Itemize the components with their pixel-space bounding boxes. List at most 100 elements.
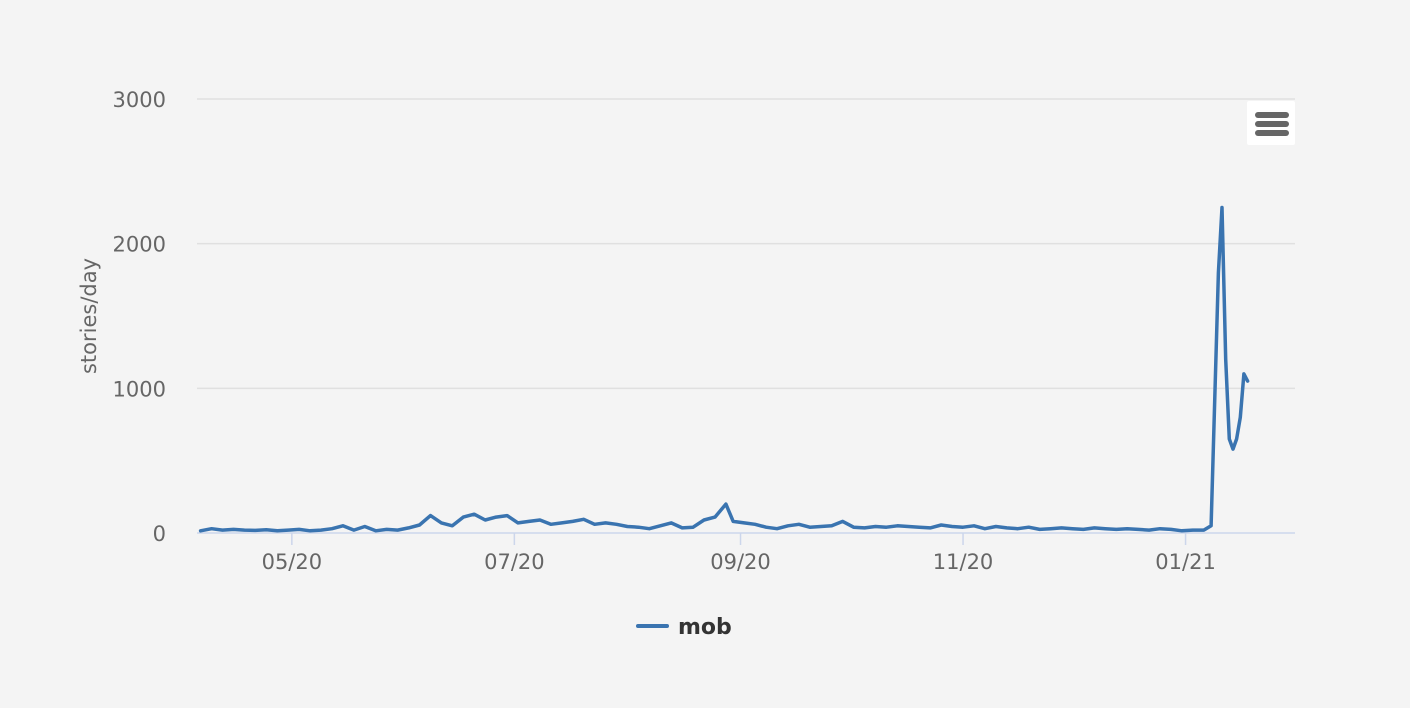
- data-point[interactable]: [973, 524, 975, 527]
- data-point[interactable]: [725, 503, 727, 505]
- data-point[interactable]: [703, 519, 705, 521]
- data-point[interactable]: [1060, 527, 1063, 529]
- data-point[interactable]: [874, 525, 877, 528]
- data-point[interactable]: [863, 527, 866, 529]
- data-point[interactable]: [429, 514, 432, 517]
- data-point[interactable]: [374, 529, 377, 532]
- data-point[interactable]: [732, 520, 735, 523]
- data-point[interactable]: [418, 524, 421, 526]
- data-point[interactable]: [754, 523, 756, 526]
- data-point[interactable]: [1027, 526, 1030, 529]
- data-point[interactable]: [1049, 527, 1052, 530]
- data-point[interactable]: [907, 525, 910, 528]
- data-point[interactable]: [571, 520, 574, 523]
- data-point[interactable]: [626, 525, 629, 528]
- data-point[interactable]: [659, 524, 662, 527]
- data-point[interactable]: [560, 522, 563, 524]
- data-point[interactable]: [353, 529, 355, 531]
- data-point[interactable]: [984, 527, 986, 530]
- data-point[interactable]: [692, 526, 694, 529]
- data-point[interactable]: [1181, 529, 1183, 532]
- data-point[interactable]: [830, 524, 833, 527]
- data-point[interactable]: [1221, 206, 1223, 209]
- data-point[interactable]: [440, 522, 443, 524]
- data-point[interactable]: [243, 529, 246, 531]
- data-point[interactable]: [396, 529, 399, 531]
- data-point[interactable]: [363, 525, 366, 528]
- data-point[interactable]: [995, 525, 997, 528]
- data-point[interactable]: [473, 513, 476, 516]
- data-point[interactable]: [648, 527, 651, 530]
- data-point[interactable]: [615, 523, 618, 526]
- data-point[interactable]: [593, 523, 596, 526]
- data-point[interactable]: [1016, 527, 1019, 530]
- data-point[interactable]: [484, 519, 487, 521]
- data-point[interactable]: [1192, 529, 1194, 531]
- data-point[interactable]: [1071, 527, 1074, 530]
- data-point[interactable]: [320, 529, 322, 531]
- data-point[interactable]: [962, 526, 964, 529]
- data-point[interactable]: [1217, 271, 1220, 274]
- data-point[interactable]: [670, 522, 673, 524]
- data-point[interactable]: [1210, 524, 1212, 527]
- data-point[interactable]: [1082, 528, 1085, 531]
- data-point[interactable]: [1239, 416, 1242, 419]
- data-point[interactable]: [462, 516, 465, 518]
- data-point[interactable]: [287, 529, 290, 531]
- data-point[interactable]: [885, 526, 888, 529]
- data-point[interactable]: [1232, 448, 1234, 450]
- data-point[interactable]: [539, 519, 541, 521]
- data-point[interactable]: [1093, 527, 1096, 529]
- data-point[interactable]: [385, 528, 388, 531]
- data-point[interactable]: [1137, 528, 1139, 531]
- data-point[interactable]: [929, 527, 932, 529]
- data-point[interactable]: [495, 516, 497, 518]
- data-point[interactable]: [1115, 528, 1118, 531]
- data-point[interactable]: [940, 524, 943, 526]
- data-point[interactable]: [637, 526, 640, 529]
- data-point[interactable]: [407, 527, 410, 529]
- data-point[interactable]: [276, 529, 279, 532]
- data-point[interactable]: [210, 527, 213, 530]
- series-line-mob[interactable]: [198, 205, 1250, 533]
- data-point[interactable]: [199, 529, 202, 532]
- data-point[interactable]: [1228, 438, 1231, 440]
- data-point[interactable]: [604, 522, 607, 524]
- data-point[interactable]: [1224, 358, 1227, 361]
- data-point[interactable]: [582, 518, 585, 521]
- data-point[interactable]: [265, 528, 268, 531]
- data-point[interactable]: [776, 527, 778, 530]
- data-point[interactable]: [743, 522, 746, 524]
- data-point[interactable]: [1235, 438, 1238, 440]
- chart-menu-button[interactable]: [1247, 101, 1295, 145]
- legend[interactable]: mob: [636, 615, 732, 640]
- data-point[interactable]: [896, 524, 899, 527]
- data-point[interactable]: [787, 524, 789, 527]
- data-point[interactable]: [798, 523, 800, 526]
- data-point[interactable]: [1005, 527, 1008, 529]
- data-point[interactable]: [451, 524, 454, 527]
- data-point[interactable]: [221, 529, 224, 531]
- data-point[interactable]: [549, 523, 552, 526]
- data-point[interactable]: [714, 516, 716, 518]
- data-point[interactable]: [918, 526, 921, 529]
- data-point[interactable]: [1038, 528, 1041, 531]
- data-point[interactable]: [254, 529, 257, 532]
- data-point[interactable]: [517, 522, 519, 524]
- data-point[interactable]: [1243, 373, 1245, 375]
- data-point[interactable]: [232, 528, 235, 531]
- data-point[interactable]: [951, 525, 953, 528]
- legend-label[interactable]: mob: [678, 615, 732, 640]
- data-point[interactable]: [819, 525, 822, 528]
- data-point[interactable]: [1246, 380, 1249, 382]
- data-point[interactable]: [506, 514, 508, 517]
- data-point[interactable]: [1159, 527, 1161, 530]
- data-point[interactable]: [1104, 527, 1107, 530]
- data-point[interactable]: [309, 529, 311, 532]
- data-point[interactable]: [331, 527, 333, 530]
- data-point[interactable]: [528, 520, 530, 523]
- data-point[interactable]: [1202, 529, 1205, 531]
- data-point[interactable]: [808, 526, 811, 529]
- data-point[interactable]: [1170, 528, 1172, 531]
- data-point[interactable]: [681, 527, 684, 529]
